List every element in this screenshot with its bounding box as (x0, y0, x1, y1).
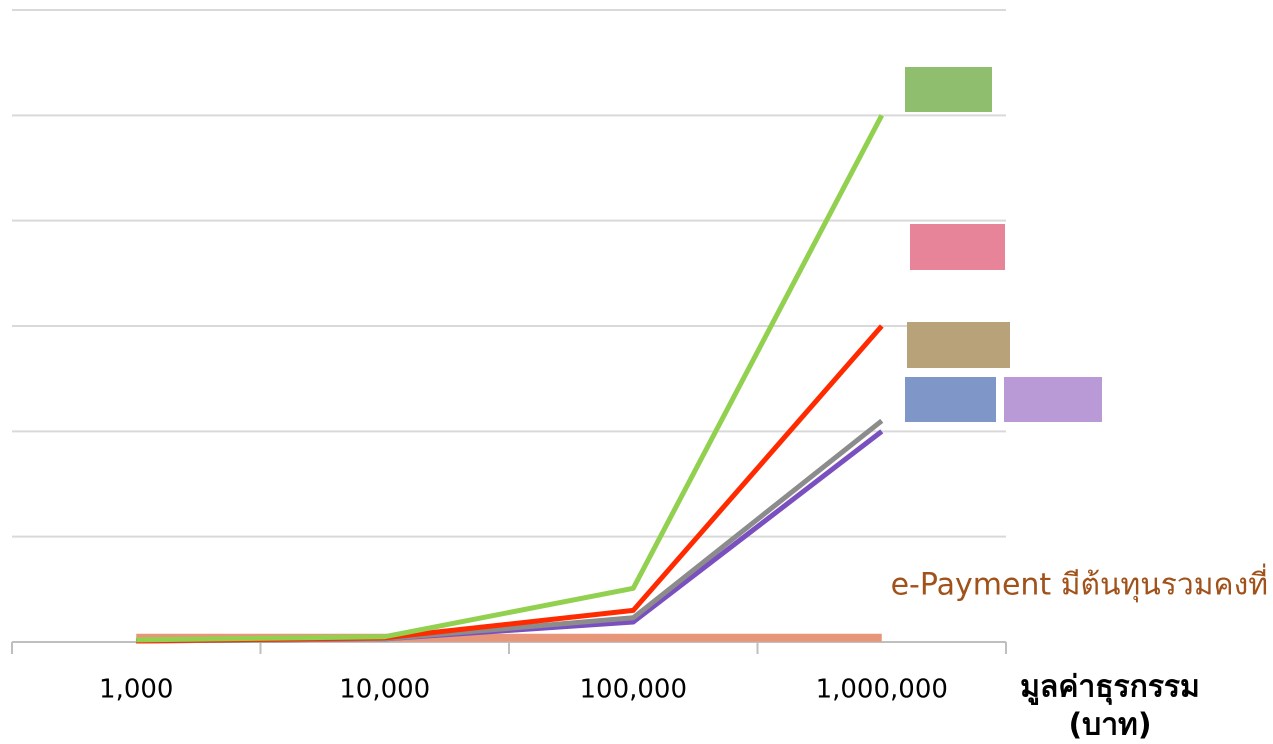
series-line (136, 324, 884, 644)
x-tick-label: 1,000,000 (816, 675, 948, 705)
banknotes (905, 67, 1102, 422)
series-line (136, 114, 884, 643)
banknote-1000 (907, 322, 1010, 368)
banknote-500 (1004, 377, 1102, 422)
x-tick-label: 10,000 (339, 675, 430, 705)
x-tick-label: 1,000 (99, 675, 173, 705)
banknote-100 (910, 224, 1005, 270)
x-axis-label: มูลค่าธุรกรรม (1020, 670, 1200, 706)
banknote-20 (905, 67, 992, 112)
x-axis-label: (บาท) (1068, 708, 1151, 743)
annotation: e-Payment มีต้นทุนรวมคงที่ (891, 564, 1268, 604)
banknote-50 (905, 377, 996, 422)
x-tick-label: 100,000 (579, 675, 687, 705)
plot: 1,000 10,000 100,000 1,000,000 (11, 9, 1007, 705)
